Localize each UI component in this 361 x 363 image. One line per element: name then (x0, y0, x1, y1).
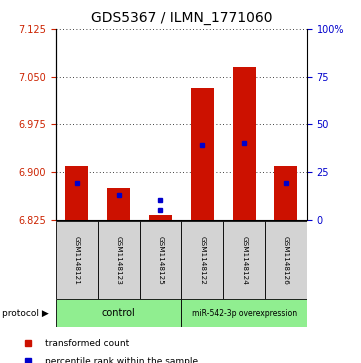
Bar (65, 166, 88, 220)
Bar (107, 188, 130, 220)
Bar (181, 299, 307, 327)
Bar (56, 299, 181, 327)
Text: transformed count: transformed count (45, 339, 129, 347)
Text: miR-542-3p overexpression: miR-542-3p overexpression (192, 309, 297, 318)
Text: GSM1148124: GSM1148124 (241, 236, 247, 285)
Text: GSM1148121: GSM1148121 (74, 236, 80, 285)
Bar (98, 221, 140, 299)
Text: GSM1148126: GSM1148126 (283, 236, 289, 285)
Text: GSM1148125: GSM1148125 (157, 236, 164, 285)
Bar (232, 67, 256, 220)
Bar (191, 88, 214, 220)
Text: percentile rank within the sample: percentile rank within the sample (45, 357, 198, 363)
Title: GDS5367 / ILMN_1771060: GDS5367 / ILMN_1771060 (91, 11, 272, 25)
Bar (56, 221, 98, 299)
Text: control: control (102, 308, 135, 318)
Text: GSM1148122: GSM1148122 (199, 236, 205, 285)
Text: GSM1148123: GSM1148123 (116, 236, 122, 285)
Bar (149, 215, 172, 220)
Bar (181, 221, 223, 299)
Bar (265, 221, 307, 299)
Bar (274, 166, 297, 220)
Bar (223, 221, 265, 299)
Text: protocol ▶: protocol ▶ (2, 309, 49, 318)
Bar (140, 221, 181, 299)
